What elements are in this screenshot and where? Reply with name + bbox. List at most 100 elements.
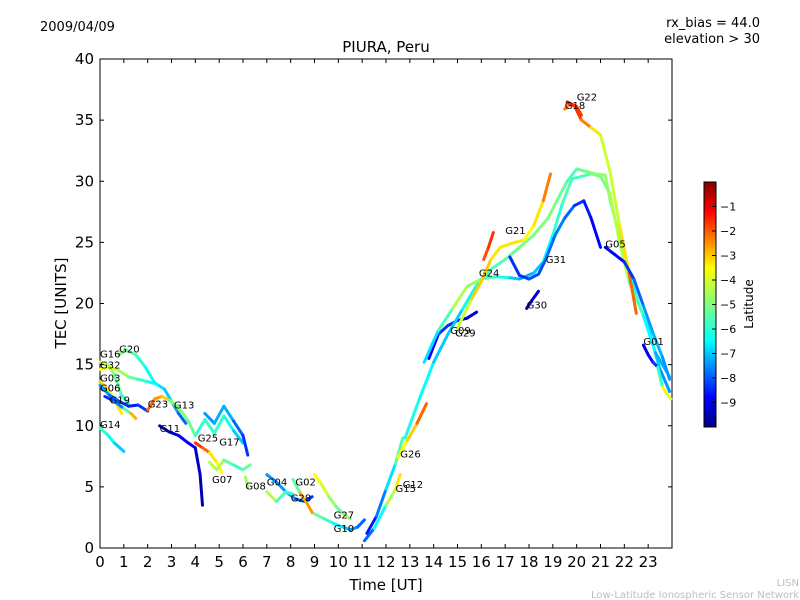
- trace-segment-g25: [208, 451, 219, 464]
- trace-segment-g17: [212, 404, 226, 425]
- colorbar-label: Latitude: [742, 279, 756, 328]
- trace-segment-g06: [127, 403, 140, 408]
- trace-segment-g05: [603, 245, 617, 257]
- trace-segment-g32: [146, 380, 159, 386]
- x-tick-label: 23: [639, 553, 658, 571]
- trace-segment-g27: [334, 504, 345, 516]
- trace-segment-g16: [120, 393, 131, 406]
- trace-segment-g24: [570, 174, 583, 181]
- trace-segment-g31: [508, 255, 521, 277]
- colorbar-tick-label: −8: [720, 372, 736, 385]
- y-tick-label: 25: [75, 233, 94, 251]
- trace-segment-g19: [103, 394, 116, 403]
- sat-label-g18: G18: [565, 101, 585, 112]
- sat-label-g31: G31: [546, 255, 566, 266]
- trace-segment-g10: [313, 512, 326, 521]
- trace-segment-g29: [489, 258, 507, 271]
- trace-segment-g11: [167, 430, 181, 437]
- chart-title: PIURA, Peru: [342, 38, 429, 56]
- x-tick-label: 6: [238, 553, 248, 571]
- trace-segment-g15: [372, 503, 388, 530]
- trace-segment-g29: [565, 167, 579, 183]
- trace-segment-g21: [489, 245, 502, 261]
- trace-segment-g05: [661, 355, 672, 381]
- trace-segment-g24: [465, 277, 483, 288]
- trace-segment-g21: [532, 199, 545, 227]
- y-tick-label: 35: [75, 111, 94, 129]
- trace-segment-g13: [212, 414, 226, 435]
- trace-segment-g16b: [482, 245, 490, 261]
- trace-segment-g22: [599, 133, 612, 173]
- trace-segment-g32: [117, 369, 131, 379]
- sat-label-g16: G16: [100, 349, 120, 360]
- trace-segment-g24: [599, 174, 612, 195]
- x-tick-label: 8: [286, 553, 296, 571]
- trace-segment-g06: [108, 393, 121, 403]
- trace-segment-g29: [403, 397, 421, 440]
- trace-segment-g21: [470, 280, 483, 301]
- x-tick-label: 22: [615, 553, 634, 571]
- trace-segment-g18: [575, 105, 583, 117]
- x-tick-label: 9: [310, 553, 320, 571]
- trace-segment-g26: [405, 421, 419, 442]
- elevation-label: elevation > 30: [664, 32, 760, 47]
- trace-segment-g27: [320, 482, 331, 499]
- x-tick-label: 13: [400, 553, 419, 571]
- trace-segment-g15: [363, 526, 376, 543]
- x-tick-label: 1: [119, 553, 129, 571]
- sat-label-g10: G10: [334, 524, 354, 535]
- trace-segment-g11: [193, 446, 202, 477]
- sat-label-g30: G30: [527, 300, 547, 311]
- trace-segment-g20: [134, 353, 147, 369]
- sat-label-g05: G05: [605, 239, 625, 250]
- trace-segment-g22: [627, 271, 638, 315]
- sat-label-g23: G23: [148, 399, 168, 410]
- y-tick-label: 15: [75, 356, 94, 374]
- x-tick-label: 10: [329, 553, 348, 571]
- trace-segment-g02: [298, 491, 309, 506]
- sat-label-g11: G11: [160, 424, 180, 435]
- trace-segment-g12: [394, 436, 405, 466]
- x-tick-label: 11: [353, 553, 372, 571]
- trace-segment-g21: [541, 172, 552, 203]
- trace-segment-g23: [146, 397, 157, 412]
- trace-segment-g05: [622, 260, 636, 281]
- y-axis-label: TEC [UNITS]: [52, 258, 70, 350]
- trace-segment-g29: [575, 167, 588, 173]
- x-tick-label: 15: [448, 553, 467, 571]
- trace-segment-g30: [529, 289, 540, 303]
- trace-segment-g24: [451, 284, 469, 310]
- sat-label-g13: G13: [174, 401, 194, 412]
- trace-segment-g24: [541, 233, 555, 264]
- trace-segment-g29: [432, 332, 450, 364]
- trace-segment-g21: [456, 297, 474, 330]
- trace-segment-g05: [632, 277, 645, 308]
- colorbar-tick-label: −3: [720, 250, 736, 263]
- trace-segment-g06: [117, 399, 131, 408]
- trace-segment-g13: [222, 414, 235, 433]
- trace-segment-g06: [136, 403, 150, 413]
- trace-segment-g31: [572, 199, 586, 208]
- trace-segment-g28: [284, 490, 295, 496]
- trace-segment-g02: [291, 478, 302, 495]
- trace-segment-g11: [198, 473, 204, 507]
- trace-segment-g24: [532, 260, 545, 275]
- sat-label-g07: G07: [212, 475, 232, 486]
- trace-segment-g21: [498, 240, 517, 249]
- sat-label-g03: G03: [100, 374, 120, 385]
- trace-segment-g02: [305, 502, 314, 514]
- sat-label-g19: G19: [110, 396, 130, 407]
- trace-segment-g09: [465, 310, 479, 320]
- trace-segment-g10: [322, 517, 336, 525]
- trace-segment-g22: [608, 170, 622, 227]
- sat-label-g21: G21: [505, 226, 525, 237]
- x-axis-ticks: 0 1 2 3 4 5 6 7 8 9 10 11 12 13 14 15 16 17 18 19 20 21 22 23: [95, 59, 658, 571]
- trace-segment-g29: [546, 198, 560, 220]
- sat-label-g27: G27: [334, 511, 354, 522]
- trace-segment-g05: [613, 253, 626, 264]
- sat-label-g08: G08: [245, 481, 265, 492]
- trace-segment-g24: [579, 172, 593, 178]
- sat-label-g02: G02: [295, 478, 315, 489]
